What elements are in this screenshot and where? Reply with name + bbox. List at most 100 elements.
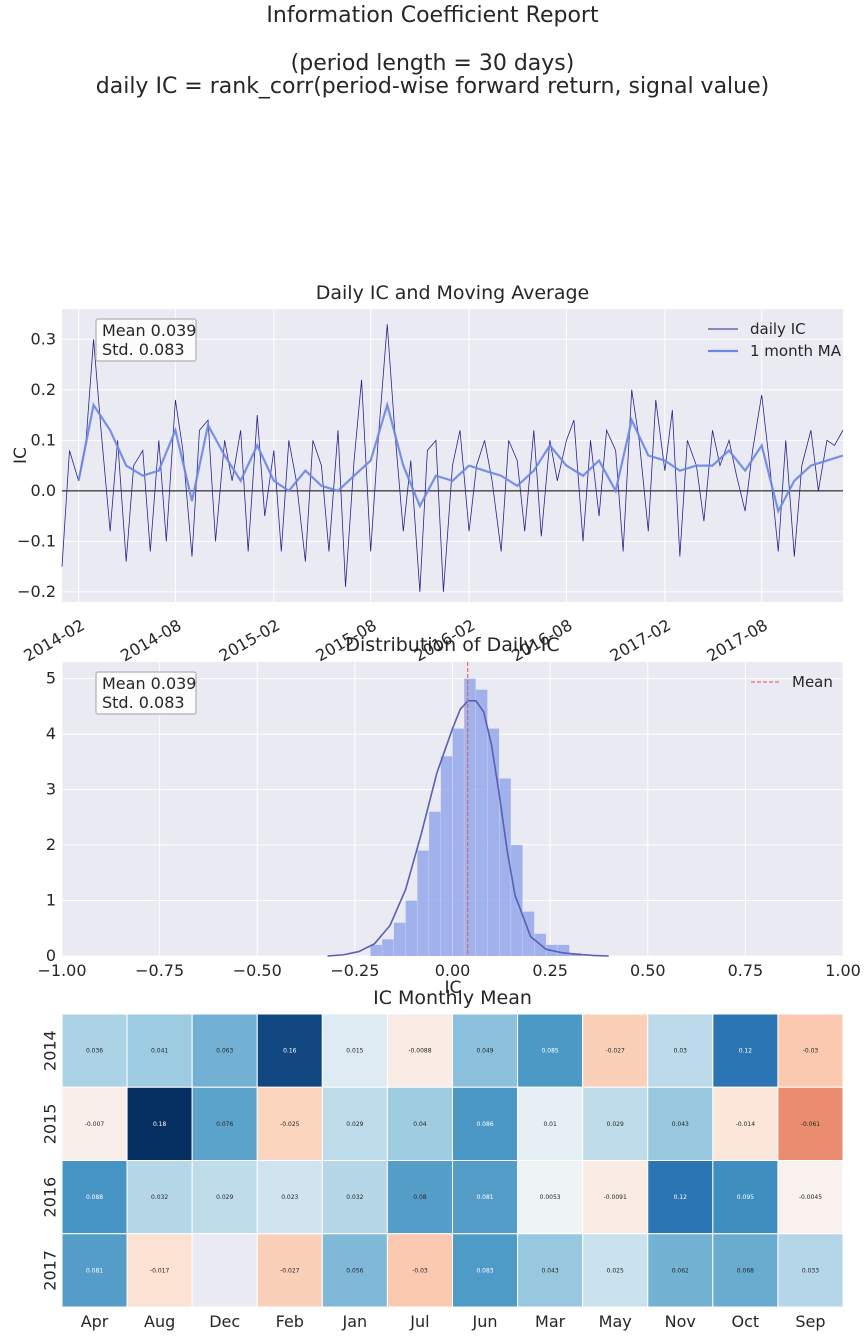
- heatmap-cell-label: 0.12: [739, 1048, 753, 1055]
- heatmap-cell: [647, 1233, 714, 1308]
- heatmap-cell-label: 0.041: [151, 1048, 168, 1055]
- column-label: Oct: [732, 1312, 760, 1331]
- heatmap-cell-label: 0.083: [476, 1267, 493, 1274]
- heatmap-cell: [517, 1013, 584, 1088]
- x-tick-label: −0.25: [330, 961, 379, 980]
- heatmap-cell: [256, 1013, 323, 1088]
- heatmap-cell-label: 0.029: [216, 1194, 233, 1201]
- report-formula-subtitle: daily IC = rank_corr(period-wise forward…: [95, 74, 770, 99]
- column-label: Sep: [795, 1312, 825, 1331]
- heatmap-cell: [452, 1233, 519, 1308]
- heatmap-cell-label: -0.0091: [604, 1194, 627, 1201]
- heatmap-empty-cell: [191, 1233, 258, 1308]
- heatmap-cell-label: 0.062: [672, 1267, 689, 1274]
- y-tick-label: 3: [46, 780, 56, 799]
- histogram-bar: [429, 811, 441, 956]
- heatmap-cell-label: 0.08: [413, 1194, 427, 1201]
- heatmap-cell: [647, 1013, 714, 1088]
- x-tick-label: 0.50: [630, 961, 666, 980]
- row-label: 2015: [41, 1104, 60, 1145]
- heatmap-cell-label: -0.027: [606, 1048, 626, 1055]
- x-tick-label: 1.00: [825, 961, 861, 980]
- heatmap-cell-label: 0.0053: [540, 1194, 561, 1201]
- y-axis-label: IC: [11, 447, 31, 464]
- heatmap-cell-label: 0.18: [153, 1121, 167, 1128]
- kde-curve: [327, 700, 609, 957]
- stats-box: [95, 671, 197, 715]
- heatmap-cell-label: 0.025: [607, 1267, 624, 1274]
- heatmap-cell-label: -0.0045: [799, 1194, 822, 1201]
- x-tick-label: 0.75: [728, 961, 764, 980]
- heatmap-cell-label: 0.086: [476, 1121, 493, 1128]
- heatmap-cell: [452, 1086, 519, 1161]
- histogram-bar: [370, 944, 382, 956]
- legend-daily-ic-label: daily IC: [750, 320, 806, 338]
- heatmap-cell: [61, 1233, 128, 1308]
- heatmap-cell: [191, 1086, 258, 1161]
- moving-average-series-line: [77, 400, 844, 515]
- heatmap-cell: [582, 1013, 649, 1088]
- heatmap-cell-label: -0.017: [150, 1267, 170, 1274]
- column-label: Feb: [276, 1312, 304, 1331]
- heatmap-cell: [712, 1160, 779, 1235]
- heatmap-cell-label: 0.085: [542, 1048, 559, 1055]
- y-tick-label: 5: [46, 669, 56, 688]
- heatmap-cell-label: 0.049: [476, 1048, 493, 1055]
- heatmap-cell-label: 0.081: [476, 1194, 493, 1201]
- histogram-bar: [499, 778, 511, 956]
- heatmap-cell: [191, 1160, 258, 1235]
- heatmap-cell-label: 0.032: [151, 1194, 168, 1201]
- column-label: Apr: [81, 1312, 109, 1331]
- heatmap-cell: [61, 1086, 128, 1161]
- heatmap-cell: [61, 1013, 128, 1088]
- column-label: Jun: [472, 1312, 498, 1331]
- y-tick-label: 0.3: [31, 329, 56, 348]
- heatmap-cell: [712, 1086, 779, 1161]
- heatmap-cell: [386, 1233, 453, 1308]
- heatmap-cell-label: -0.007: [85, 1121, 105, 1128]
- histogram-bar: [522, 911, 535, 956]
- row-label: 2016: [41, 1177, 60, 1218]
- heatmap-cell: [386, 1160, 453, 1235]
- legend-ma-label: 1 month MA: [750, 342, 842, 360]
- column-label: May: [599, 1312, 632, 1331]
- heatmap-cell: [517, 1086, 584, 1161]
- heatmap-cell: [256, 1233, 323, 1308]
- heatmap-cell-label: 0.029: [607, 1121, 624, 1128]
- legend-mean-label: Mean: [792, 673, 833, 691]
- heatmap-cell-label: 0.01: [543, 1121, 557, 1128]
- x-tick-label: −0.75: [135, 961, 184, 980]
- heatmap-cell-label: 0.036: [86, 1048, 103, 1055]
- histogram-bar: [393, 922, 406, 956]
- x-axis-label: IC: [445, 978, 462, 998]
- heatmap-cell: [126, 1086, 193, 1161]
- heatmap-cell-label: 0.068: [737, 1267, 754, 1274]
- x-tick-label: −0.50: [233, 961, 282, 980]
- column-label: Jan: [342, 1312, 368, 1331]
- heatmap-cell: [777, 1086, 844, 1161]
- column-label: Aug: [144, 1312, 175, 1331]
- heatmap-cell-label: 0.095: [737, 1194, 754, 1201]
- y-tick-label: 0: [46, 946, 56, 965]
- histogram-bar: [405, 900, 418, 956]
- heatmap-cell-label: 0.081: [86, 1267, 103, 1274]
- heatmap-cell: [712, 1233, 779, 1308]
- heatmap-cell-label: 0.03: [674, 1048, 688, 1055]
- histogram-bar: [475, 689, 488, 956]
- heatmap-cell: [712, 1013, 779, 1088]
- y-tick-label: 0.2: [31, 380, 56, 399]
- histogram-bar: [382, 939, 394, 956]
- heatmap-cell-label: 0.076: [216, 1121, 233, 1128]
- row-label: 2017: [41, 1250, 60, 1291]
- daily-ic-series-line: [61, 324, 844, 592]
- heatmap-cell: [126, 1160, 193, 1235]
- x-tick-label: −1.00: [37, 961, 86, 980]
- heatmap-cell: [582, 1160, 649, 1235]
- stats-mean-label: Mean 0.039: [102, 321, 196, 340]
- heatmap-cell: [321, 1086, 388, 1161]
- heatmap-cell-label: -0.03: [412, 1267, 428, 1274]
- y-tick-label: 0.0: [31, 481, 56, 500]
- histogram-bar: [440, 756, 453, 956]
